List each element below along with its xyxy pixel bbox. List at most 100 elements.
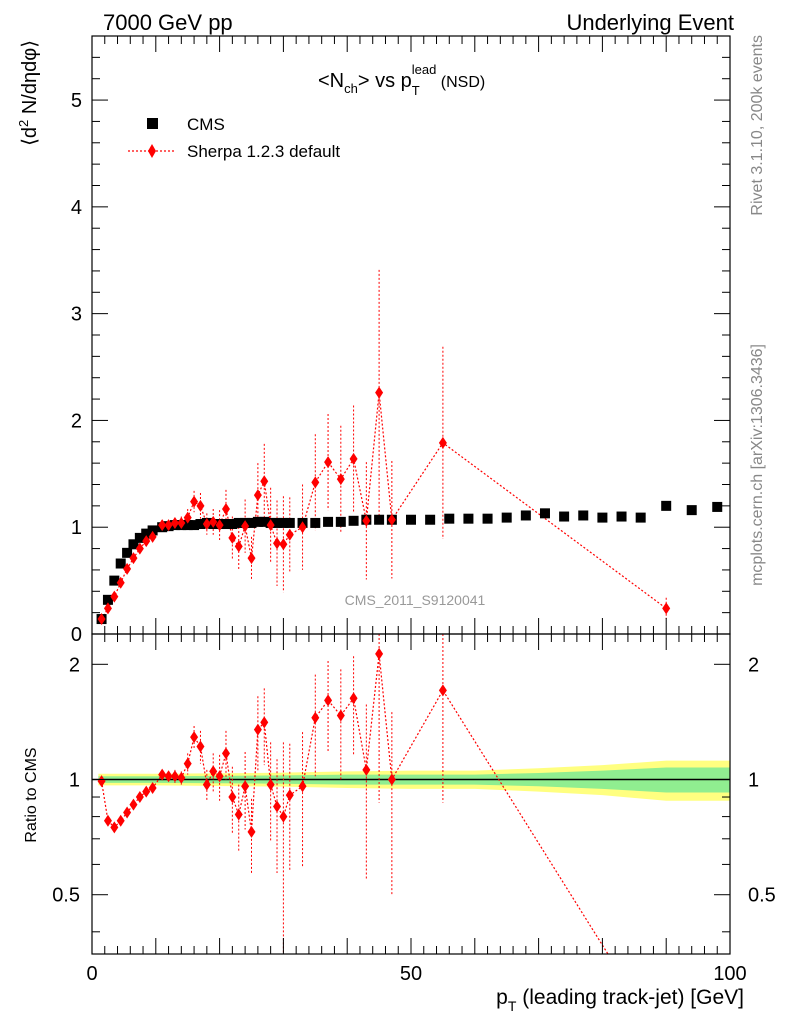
- mc-ratio-point: [103, 814, 112, 827]
- xlabel: pT (leading track-jet) [GeV]: [496, 986, 744, 1014]
- mc-main-point: [164, 519, 173, 532]
- cms-data-point: [425, 514, 436, 525]
- mc-ratio-point: [336, 709, 345, 722]
- mc-main-point: [183, 511, 192, 524]
- cms-data-point: [482, 513, 493, 524]
- cms-data-point: [233, 517, 244, 528]
- mc-main-point: [298, 521, 307, 534]
- mc-main-point: [375, 386, 384, 399]
- ratio-y-tick-label-right: 1: [748, 770, 759, 792]
- cms-data-point: [147, 525, 158, 536]
- cms-data-point: [463, 513, 474, 524]
- mc-ratio-point: [324, 694, 333, 707]
- legend-cms-label: CMS: [187, 115, 225, 134]
- mc-main-point: [116, 576, 125, 589]
- mc-main-point: [202, 518, 211, 531]
- cms-data-point: [348, 515, 359, 526]
- mc-main-point: [662, 602, 671, 615]
- mc-main-point: [336, 473, 345, 486]
- cms-data-point: [246, 517, 257, 528]
- mc-main-point: [234, 540, 243, 553]
- mc-ratio-point: [177, 771, 186, 784]
- cms-data-point: [406, 514, 416, 525]
- mc-main-point: [129, 552, 138, 565]
- legend: CMS Sherpa 1.2.3 default: [128, 115, 340, 161]
- cms-data-point: [597, 512, 608, 523]
- main-y-tick-label: 3: [71, 304, 82, 326]
- mc-main-point: [241, 520, 250, 533]
- mc-ratio-point: [215, 770, 224, 783]
- mc-ratio-point: [311, 711, 320, 724]
- x-tick-label: 50: [400, 963, 422, 985]
- cms-data-point: [501, 512, 512, 523]
- mc-main-point: [311, 476, 320, 489]
- mc-main-errors: [101, 269, 667, 622]
- mc-ratio-point: [438, 684, 447, 697]
- mc-main-point: [97, 613, 106, 626]
- mc-main-polyline: [101, 392, 667, 620]
- mc-ratio-point: [266, 778, 275, 791]
- mc-ratio-point: [228, 791, 237, 804]
- mc-ratio-points: [97, 647, 447, 838]
- mc-main-point: [135, 542, 144, 555]
- cms-data-point: [335, 516, 346, 527]
- main-y-tick-label: 2: [71, 410, 82, 432]
- mc-ratio-point: [135, 791, 144, 804]
- cms-data-point: [310, 517, 321, 528]
- axis-tick-labels: 0 50 100 0 1 2 3 4 5 0.5 0.5 1 1 2 2: [52, 90, 776, 985]
- cms-data-point: [635, 512, 646, 523]
- mc-ratio-point: [123, 806, 132, 819]
- header-right: Underlying Event: [566, 10, 734, 35]
- cms-data-point: [259, 516, 270, 527]
- mc-main-point: [253, 489, 262, 502]
- cms-data-point: [141, 528, 152, 539]
- cms-data-point: [195, 519, 206, 530]
- cms-data-point: [578, 510, 589, 521]
- mc-ratio-point: [273, 800, 282, 813]
- mc-ratio-point: [158, 768, 167, 781]
- mc-ratio-point: [170, 770, 179, 783]
- mc-ratio-point: [202, 778, 211, 791]
- cms-data-point: [444, 513, 455, 524]
- mc-ratio-point: [387, 773, 396, 786]
- mc-main-point: [324, 456, 333, 469]
- cms-data-point: [278, 517, 289, 528]
- axis-ticks: [91, 36, 731, 954]
- mc-ratio-point: [253, 723, 262, 736]
- mc-ratio-point: [209, 765, 218, 778]
- cms-data-point: [134, 532, 145, 543]
- main-y-tick-label: 4: [71, 197, 82, 219]
- ratio-y-tick-label-right: 0.5: [748, 885, 776, 907]
- main-y-tick-label: 5: [71, 90, 82, 112]
- mc-ratio-point: [190, 731, 199, 744]
- mc-ratio-point: [110, 821, 119, 834]
- mc-ratio-point: [285, 789, 294, 802]
- mc-ratio-polyline: [100, 653, 609, 954]
- mc-ratio-point: [221, 747, 230, 760]
- ratio-uncertainty-band: [98, 760, 730, 801]
- cms-data-point: [520, 510, 531, 521]
- cms-data-point: [182, 520, 193, 531]
- ratio-y-tick-label-left: 0.5: [52, 885, 80, 907]
- analysis-watermark: CMS_2011_S9120041: [345, 592, 486, 608]
- mc-ratio-point: [241, 780, 250, 793]
- main-y-tick-label: 1: [71, 517, 82, 539]
- legend-cms-marker: [147, 118, 158, 129]
- mc-ratio-errors: [101, 634, 444, 954]
- mc-main-point: [273, 537, 282, 550]
- mc-main-point: [123, 562, 132, 575]
- cms-data-point: [220, 519, 231, 530]
- cms-data-point: [252, 516, 263, 527]
- cms-data-point: [284, 517, 295, 528]
- main-ylabel: ⟨d2 N/dηdφ⟩: [16, 40, 41, 146]
- mc-main-points: [97, 386, 671, 626]
- mc-main-point: [148, 530, 157, 543]
- ratio-y-tick-label-left: 1: [69, 770, 80, 792]
- cms-data-point: [323, 516, 334, 527]
- ratio-ylabel: Ratio to CMS: [23, 747, 40, 842]
- cms-data-point: [374, 514, 385, 525]
- cms-data-point: [686, 505, 697, 516]
- cms-data-point: [115, 558, 126, 569]
- mc-ratio-point: [183, 757, 192, 770]
